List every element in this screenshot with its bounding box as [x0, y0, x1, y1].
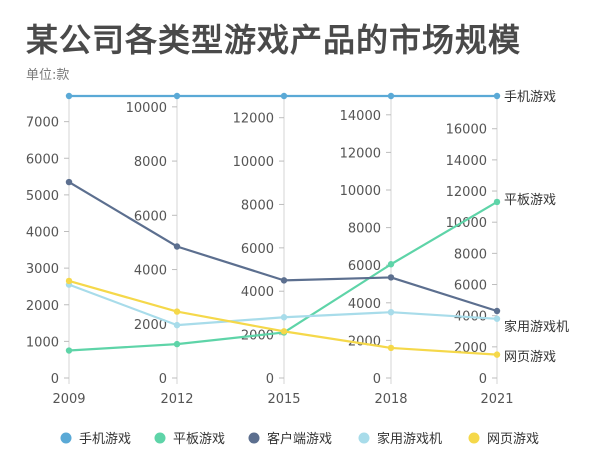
data-point — [173, 340, 181, 348]
data-point — [280, 92, 288, 100]
x-tick-label: 2009 — [52, 392, 85, 407]
axis-tick-label: 1000 — [26, 335, 59, 350]
legend-label: 家用游戏机 — [377, 431, 442, 447]
legend-marker — [60, 432, 72, 444]
data-point — [65, 277, 73, 285]
data-point — [65, 178, 73, 186]
x-tick-label: 2015 — [267, 392, 300, 407]
data-point — [173, 321, 181, 329]
data-point — [280, 277, 288, 284]
data-point — [387, 261, 395, 268]
axis-tick-label: 2000 — [26, 299, 59, 314]
axis-tick-label: 4000 — [134, 264, 167, 279]
axis-tick-label: 10000 — [340, 184, 381, 199]
legend-marker — [468, 432, 480, 444]
data-point — [280, 328, 288, 335]
axis-tick-label: 14000 — [446, 154, 487, 169]
data-point — [173, 92, 181, 100]
legend-marker — [248, 432, 260, 444]
data-point — [65, 92, 73, 100]
x-tick-label: 2012 — [160, 392, 193, 407]
axis-tick-label: 4000 — [26, 226, 59, 241]
axis-tick-label: 10000 — [233, 155, 274, 170]
axis-tick-label: 0 — [51, 372, 59, 387]
axis-tick-label: 0 — [479, 372, 487, 387]
axis-tick-label: 5000 — [26, 189, 59, 204]
chart-title: 某公司各类型游戏产品的市场规模 — [26, 21, 522, 59]
axis-tick-label: 12000 — [340, 146, 381, 161]
axis-tick-label: 6000 — [26, 152, 59, 167]
axis-tick-label: 4000 — [241, 285, 274, 300]
series-end-label: 手机游戏 — [504, 90, 556, 105]
axis-tick-label: 6000 — [348, 259, 381, 274]
axis-tick-label: 7000 — [26, 116, 59, 131]
data-point — [493, 198, 501, 206]
axis-tick-label: 2000 — [134, 318, 167, 333]
axis-tick-label: 10000 — [446, 216, 487, 231]
axis-tick-label: 6000 — [241, 242, 274, 257]
axis-tick-label: 4000 — [348, 297, 381, 312]
axis-tick-label: 14000 — [340, 109, 381, 124]
unit-label: 单位:款 — [26, 68, 70, 83]
x-tick-label: 2018 — [374, 392, 407, 407]
data-point — [493, 307, 501, 315]
axis-tick-label: 0 — [373, 372, 381, 387]
axis-tick-label: 10000 — [126, 101, 167, 116]
data-point — [65, 347, 73, 354]
axis-tick-label: 16000 — [446, 123, 487, 138]
legend-marker — [358, 432, 370, 444]
axis-tick-label: 12000 — [233, 112, 274, 127]
data-point — [387, 344, 395, 352]
data-point — [493, 351, 501, 358]
data-point — [280, 314, 288, 321]
legend-label: 平板游戏 — [173, 432, 225, 447]
legend-marker — [154, 432, 166, 444]
axis-tick-label: 8000 — [454, 247, 487, 262]
axis-tick-label: 0 — [159, 372, 167, 387]
data-point — [173, 243, 181, 250]
data-point — [387, 92, 395, 100]
axis-tick-label: 6000 — [134, 209, 167, 224]
legend-label: 手机游戏 — [79, 432, 131, 447]
axis-tick-label: 8000 — [134, 155, 167, 170]
axis-tick-label: 3000 — [26, 262, 59, 277]
axis-tick-label: 8000 — [241, 198, 274, 213]
legend-label: 网页游戏 — [487, 432, 539, 447]
axis-tick-label: 0 — [266, 372, 274, 387]
axis-tick-label: 8000 — [348, 222, 381, 237]
series-end-label: 平板游戏 — [504, 193, 556, 208]
data-point — [387, 274, 395, 281]
legend-label: 客户端游戏 — [267, 431, 332, 447]
series-end-label: 家用游戏机 — [504, 319, 569, 335]
data-point — [173, 308, 181, 315]
data-point — [493, 315, 501, 322]
axis-tick-label: 6000 — [454, 279, 487, 294]
data-point — [493, 92, 501, 100]
axis-tick-label: 12000 — [446, 185, 487, 200]
data-point — [387, 309, 395, 316]
x-tick-label: 2021 — [480, 392, 513, 407]
series-end-label: 网页游戏 — [504, 350, 556, 365]
